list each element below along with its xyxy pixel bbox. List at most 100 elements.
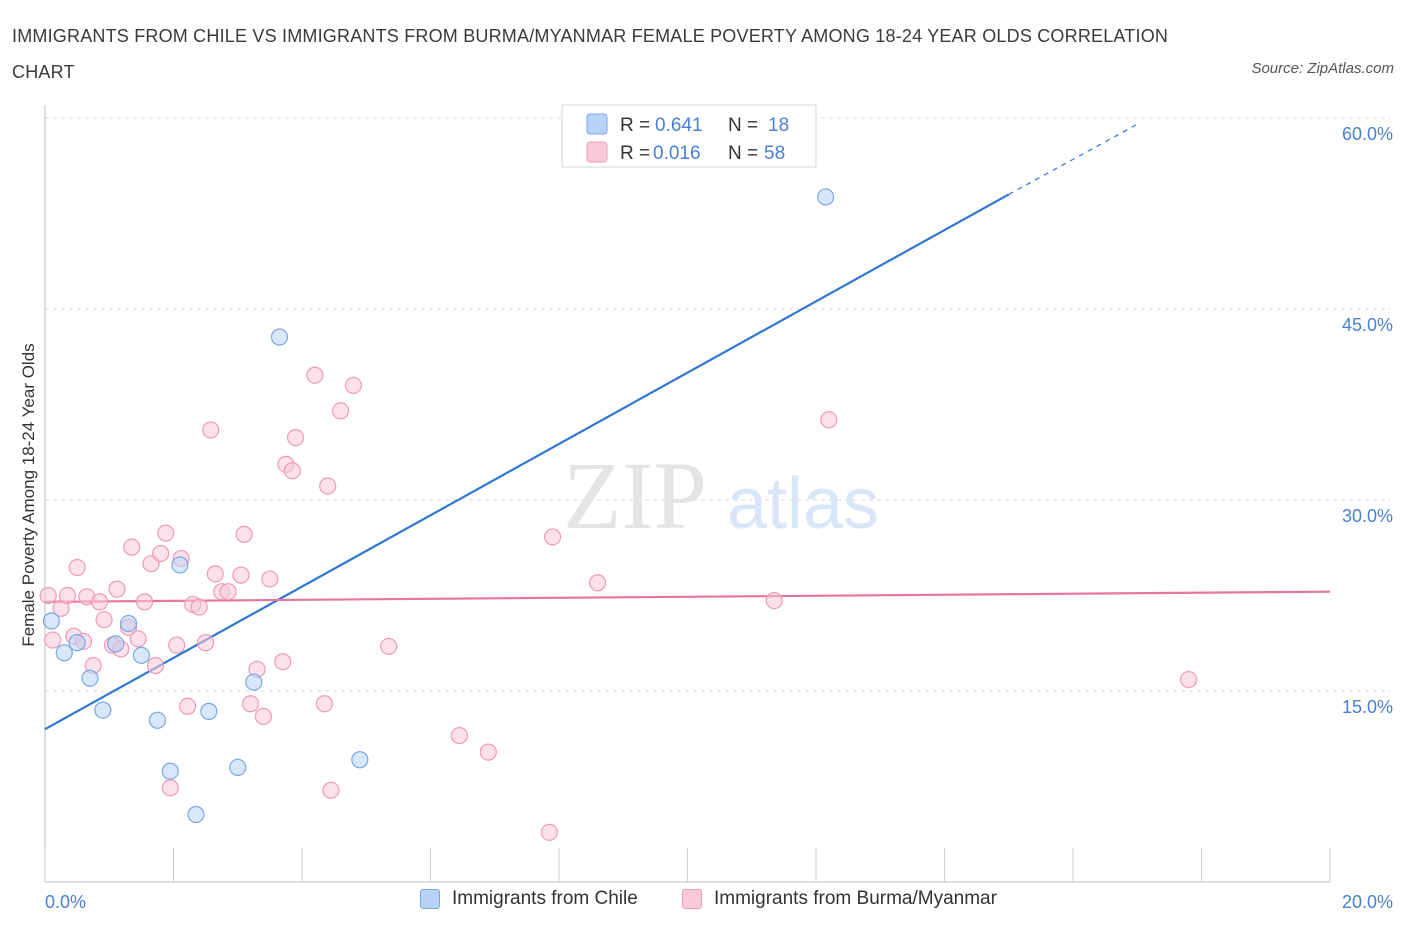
gridlines xyxy=(45,117,1390,692)
legend-item-chile[interactable]: Immigrants from Chile xyxy=(420,888,638,910)
burma-point-52 xyxy=(540,823,558,841)
legend-label-chile: Immigrants from Chile xyxy=(452,888,638,909)
legend-label-burma: Immigrants from Burma/Myanmar xyxy=(714,888,997,909)
burma-point-30 xyxy=(206,565,224,583)
burma-point-33 xyxy=(232,566,250,584)
chile-point-5 xyxy=(107,635,125,653)
watermark-atlas: atlas xyxy=(727,464,879,544)
burma-point-9 xyxy=(91,593,109,611)
data-points xyxy=(39,188,1198,841)
chile-point-12 xyxy=(200,702,218,720)
chile-trend-extension xyxy=(1008,123,1138,195)
burma-point-42 xyxy=(286,429,305,447)
legend-item-burma[interactable]: Immigrants from Burma/Myanmar xyxy=(682,888,997,910)
legend-swatch-burma-bottom xyxy=(682,889,702,909)
burma-point-35 xyxy=(242,695,260,713)
burma-point-23 xyxy=(168,636,186,654)
burma-point-49 xyxy=(380,637,398,656)
burma-point-56 xyxy=(820,411,838,429)
watermark: ZIP atlas xyxy=(563,442,879,549)
y-axis-label: Female Poverty Among 18-24 Year Olds xyxy=(19,343,38,646)
legend-n-label-chile: N = xyxy=(728,115,758,136)
burma-point-48 xyxy=(344,376,362,394)
burma-point-19 xyxy=(146,656,165,675)
legend-n-value-chile: 18 xyxy=(768,115,789,136)
burma-point-47 xyxy=(331,402,350,420)
y-tick-label-1: 30.0% xyxy=(1342,506,1393,526)
burma-point-50 xyxy=(450,726,469,745)
legend-n-label-burma: N = xyxy=(728,143,758,164)
burma-point-45 xyxy=(319,477,337,495)
burma-point-39 xyxy=(274,653,292,671)
burma-point-25 xyxy=(179,697,197,715)
chile-point-11 xyxy=(187,805,205,824)
watermark-zip: ZIP xyxy=(563,442,707,549)
burma-point-0 xyxy=(39,586,57,605)
chart-title: IMMIGRANTS FROM CHILE VS IMMIGRANTS FROM… xyxy=(12,26,1169,82)
chile-point-10 xyxy=(171,556,189,574)
burma-point-46 xyxy=(322,781,340,799)
axes xyxy=(44,105,1331,883)
chile-point-3 xyxy=(81,669,99,687)
legend-r-label-chile: R = xyxy=(620,115,650,136)
burma-point-16 xyxy=(129,630,147,648)
y-tick-label-2: 45.0% xyxy=(1342,315,1393,335)
legend-n-value-burma: 58 xyxy=(764,143,785,164)
burma-point-21 xyxy=(157,524,175,542)
chile-point-9 xyxy=(161,762,179,780)
burma-point-41 xyxy=(283,462,301,480)
tick-labels: 15.0% 30.0% 45.0% 60.0% 0.0% 20.0% xyxy=(45,124,1393,912)
x-tick-label-0: 0.0% xyxy=(45,892,86,912)
y-tick-label-0: 15.0% xyxy=(1342,697,1393,717)
burma-point-28 xyxy=(197,634,215,652)
chile-point-14 xyxy=(245,673,263,691)
burma-point-38 xyxy=(261,570,279,588)
burma-trend-line xyxy=(44,590,1331,603)
burma-point-55 xyxy=(765,591,783,610)
burma-point-37 xyxy=(254,707,273,726)
burma-point-15 xyxy=(123,538,141,556)
burma-point-17 xyxy=(135,593,154,611)
burma-point-44 xyxy=(315,695,334,713)
chile-point-13 xyxy=(229,758,247,777)
chile-point-2 xyxy=(68,634,86,652)
burma-point-12 xyxy=(108,580,126,598)
chile-point-1 xyxy=(55,644,73,662)
burma-point-22 xyxy=(161,779,179,797)
chile-point-17 xyxy=(817,188,835,206)
chile-point-4 xyxy=(94,701,112,719)
burma-point-27 xyxy=(190,598,208,616)
x-tick-label-1: 20.0% xyxy=(1342,892,1393,912)
burma-point-3 xyxy=(58,586,77,605)
legend-r-value-chile: 0.641 xyxy=(655,115,703,136)
burma-point-34 xyxy=(235,525,253,543)
y-tick-label-3: 60.0% xyxy=(1342,124,1393,144)
chile-point-7 xyxy=(132,646,150,664)
legend-r-value-burma: 0.016 xyxy=(653,143,701,164)
burma-point-1 xyxy=(44,631,62,649)
chile-point-0 xyxy=(42,612,61,630)
chile-trend-line xyxy=(44,193,1010,731)
burma-point-43 xyxy=(306,366,324,384)
trend-lines xyxy=(44,123,1331,731)
chile-point-6 xyxy=(119,614,138,633)
series-legend: Immigrants from Chile Immigrants from Bu… xyxy=(0,888,1406,916)
chile-point-8 xyxy=(148,711,167,729)
legend-swatch-burma xyxy=(586,141,608,163)
burma-point-29 xyxy=(202,421,220,439)
legend-swatch-chile-bottom xyxy=(420,889,440,909)
chile-point-16 xyxy=(351,751,369,769)
burma-point-10 xyxy=(95,611,113,629)
burma-point-57 xyxy=(1180,670,1198,689)
burma-point-51 xyxy=(479,743,497,761)
legend-swatch-chile xyxy=(586,113,608,135)
burma-point-53 xyxy=(543,528,562,546)
burma-point-54 xyxy=(588,574,607,592)
legend: R = 0.641 N = 18 R = 0.016 N = 58 xyxy=(561,104,817,168)
legend-r-label-burma: R = xyxy=(620,143,650,164)
chile-point-15 xyxy=(270,328,289,346)
burma-point-20 xyxy=(152,544,170,563)
burma-point-5 xyxy=(68,558,86,577)
source-credit: Source: ZipAtlas.com xyxy=(1251,60,1394,77)
